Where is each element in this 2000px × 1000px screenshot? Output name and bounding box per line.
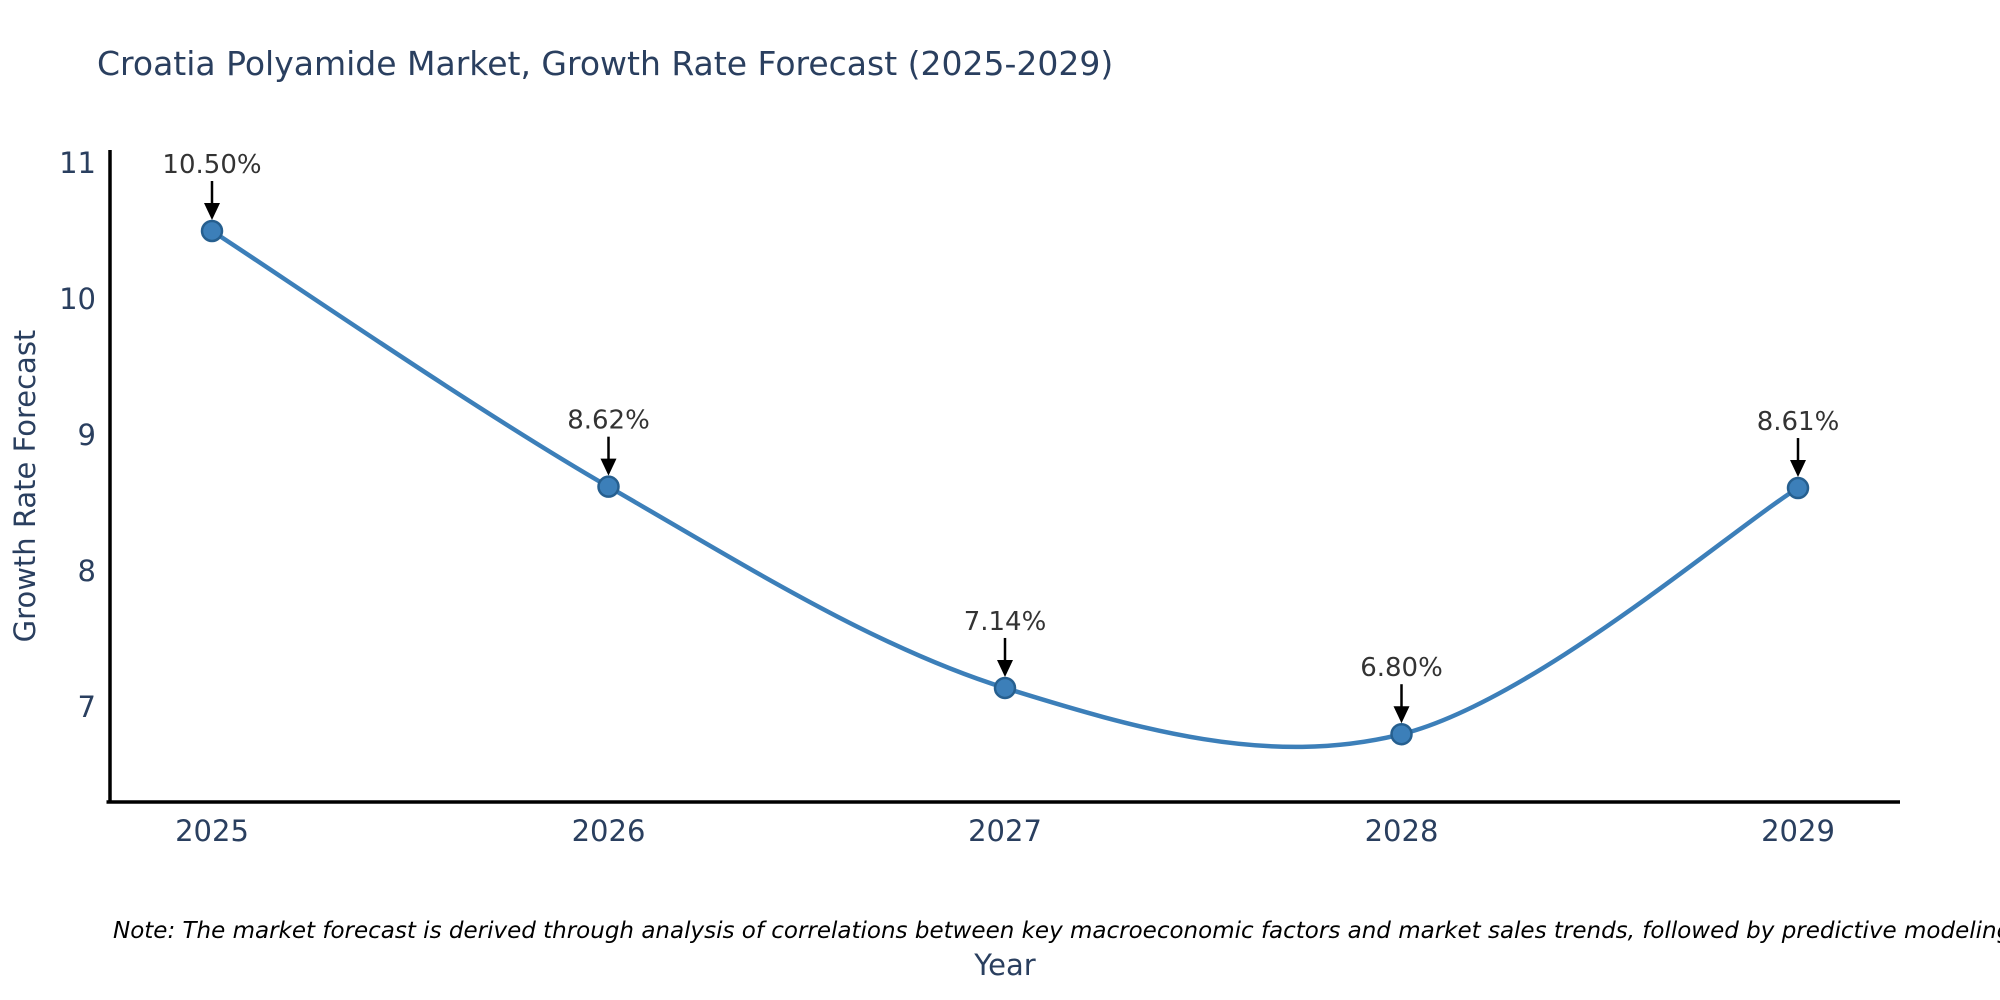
- annotation-arrow-head: [1393, 706, 1410, 724]
- data-point-marker-2025: [200, 219, 224, 243]
- data-point-label-2026: 8.62%: [567, 406, 650, 436]
- data-point-label-2025: 10.50%: [162, 150, 261, 180]
- annotation-arrow-head: [997, 659, 1013, 677]
- data-point-marker-2026: [597, 475, 620, 498]
- y-tick-label-10: 10: [59, 282, 96, 316]
- y-tick-label-9: 9: [78, 418, 96, 452]
- chart-title: Croatia Polyamide Market, Growth Rate Fo…: [97, 44, 1114, 83]
- data-point-label-2028: 6.80%: [1360, 653, 1443, 683]
- annotation-arrow-head: [600, 458, 617, 476]
- data-point-marker-2029: [1786, 476, 1810, 500]
- annotation-arrow-head: [1790, 460, 1806, 478]
- plot-dynamic-layer: 10.50% 8.62% 7.14% 6.80% 8.61% 7 8 9 10 11 2025 202…: [59, 146, 1839, 848]
- y-tick-label-8: 8: [78, 554, 96, 588]
- data-point-marker-2028: [1390, 722, 1413, 746]
- y-tick-label-11: 11: [59, 146, 96, 180]
- footnote-text: Note: The market forecast is derived thr…: [113, 918, 2000, 944]
- x-tick-label-2029: 2029: [1761, 814, 1835, 848]
- x-tick-label-2028: 2028: [1365, 814, 1439, 848]
- annotation-arrow-head: [204, 203, 220, 220]
- data-point-marker-2027: [993, 676, 1017, 700]
- data-point-label-2027: 7.14%: [964, 607, 1047, 637]
- data-point-label-2029: 8.61%: [1757, 407, 1840, 437]
- x-tick-label-2025: 2025: [175, 814, 249, 848]
- x-tick-label-2026: 2026: [572, 814, 646, 848]
- x-axis-title: Year: [974, 948, 1036, 982]
- y-tick-label-7: 7: [78, 690, 96, 724]
- x-tick-label-2027: 2027: [968, 814, 1042, 848]
